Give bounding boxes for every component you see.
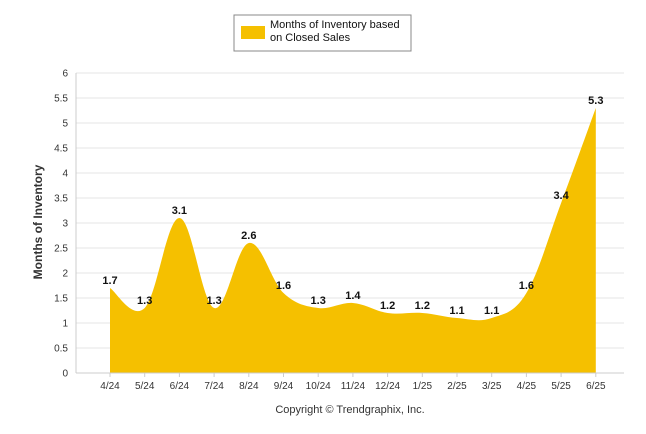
data-label: 3.4 bbox=[553, 190, 569, 202]
area-series bbox=[110, 108, 596, 373]
data-label: 1.3 bbox=[137, 295, 152, 307]
x-tick-label: 5/24 bbox=[135, 381, 155, 392]
data-labels: 1.7 1.3 3.1 1.3 2.6 1.6 1.3 1.4 1.2 1.2 1.1 1.1 1.6 3… bbox=[102, 95, 603, 317]
y-tick-label: 2.5 bbox=[54, 244, 68, 255]
x-tick-label: 4/24 bbox=[100, 381, 120, 392]
x-tick-label: 8/24 bbox=[239, 381, 259, 392]
x-tick-label: 3/25 bbox=[482, 381, 502, 392]
data-label: 1.3 bbox=[311, 295, 326, 307]
data-label: 3.1 bbox=[172, 205, 187, 217]
y-tick-label: 0.5 bbox=[54, 344, 68, 355]
y-tick-label: 2 bbox=[62, 269, 68, 280]
data-label: 1.3 bbox=[206, 295, 221, 307]
y-tick-label: 4.5 bbox=[54, 144, 68, 155]
y-axis-title: Months of Inventory bbox=[31, 164, 45, 279]
legend-swatch bbox=[241, 26, 265, 39]
data-label: 1.4 bbox=[345, 290, 361, 302]
y-tick-label: 5 bbox=[62, 119, 68, 130]
x-tick-label: 5/25 bbox=[551, 381, 571, 392]
y-tick-label: 1 bbox=[62, 319, 68, 330]
data-label: 1.7 bbox=[102, 275, 117, 287]
x-tick-label: 6/25 bbox=[586, 381, 606, 392]
inventory-area bbox=[110, 108, 596, 373]
x-tick-label: 10/24 bbox=[306, 381, 331, 392]
y-tick-label: 3 bbox=[62, 219, 68, 230]
data-label: 1.1 bbox=[449, 305, 464, 317]
x-tick-label: 4/25 bbox=[517, 381, 537, 392]
data-label: 1.1 bbox=[484, 305, 499, 317]
data-label: 1.2 bbox=[380, 300, 395, 312]
data-label: 2.6 bbox=[241, 230, 256, 242]
x-tick-labels: 4/24 5/24 6/24 7/24 8/24 9/24 10/24 11/24 12/24 1… bbox=[100, 373, 606, 392]
legend: Months of Inventory based on Closed Sale… bbox=[233, 14, 412, 52]
y-tick-label: 3.5 bbox=[54, 194, 68, 205]
y-tick-label: 6 bbox=[62, 69, 68, 80]
data-label: 5.3 bbox=[588, 95, 603, 107]
y-tick-label: 4 bbox=[62, 169, 68, 180]
x-tick-label: 2/25 bbox=[447, 381, 467, 392]
x-tick-label: 9/24 bbox=[274, 381, 294, 392]
y-tick-label: 5.5 bbox=[54, 94, 68, 105]
x-tick-label: 1/25 bbox=[413, 381, 433, 392]
legend-label-line2: on Closed Sales bbox=[270, 32, 351, 44]
y-tick-label: 1.5 bbox=[54, 294, 68, 305]
legend-label-line1: Months of Inventory based bbox=[270, 19, 400, 31]
x-tick-label: 7/24 bbox=[204, 381, 224, 392]
copyright-text: Copyright © Trendgraphix, Inc. bbox=[275, 404, 424, 416]
x-tick-label: 6/24 bbox=[170, 381, 190, 392]
y-tick-label: 0 bbox=[62, 369, 68, 380]
y-tick-labels: 0 0.5 1 1.5 2 2.5 3 3.5 4 4.5 5 5.5 6 bbox=[54, 69, 68, 380]
data-label: 1.6 bbox=[276, 280, 291, 292]
x-tick-label: 11/24 bbox=[341, 381, 366, 392]
data-label: 1.6 bbox=[519, 280, 534, 292]
data-label: 1.2 bbox=[415, 300, 430, 312]
axes bbox=[75, 73, 624, 374]
x-tick-label: 12/24 bbox=[375, 381, 400, 392]
